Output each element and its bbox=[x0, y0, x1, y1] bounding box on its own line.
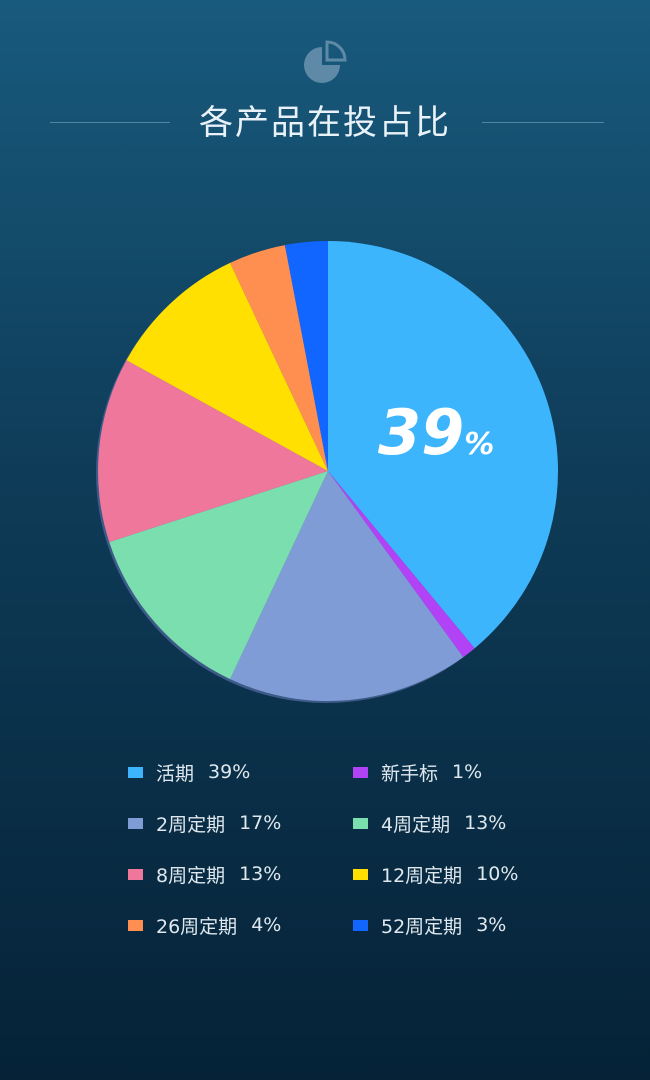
legend-name: 26周定期 bbox=[156, 912, 237, 939]
legend-name: 8周定期 bbox=[156, 861, 225, 888]
legend-item: 8周定期 13% bbox=[128, 852, 281, 896]
legend-value: 10% bbox=[476, 863, 518, 885]
legend-name: 52周定期 bbox=[381, 912, 462, 939]
legend-swatch bbox=[128, 920, 143, 931]
legend-item: 2周定期 17% bbox=[128, 801, 281, 845]
legend-swatch bbox=[353, 920, 368, 931]
title-row: 各产品在投占比 bbox=[0, 98, 650, 148]
legend-item: 26周定期 4% bbox=[128, 903, 281, 947]
legend-item: 新手标 1% bbox=[353, 750, 482, 794]
legend-name: 2周定期 bbox=[156, 810, 225, 837]
page-title: 各产品在投占比 bbox=[0, 98, 650, 148]
legend-item: 12周定期 10% bbox=[353, 852, 518, 896]
legend-swatch bbox=[353, 767, 368, 778]
legend-name: 4周定期 bbox=[381, 810, 450, 837]
legend-swatch bbox=[128, 818, 143, 829]
legend-value: 17% bbox=[239, 812, 281, 834]
legend-item: 52周定期 3% bbox=[353, 903, 506, 947]
legend-name: 活期 bbox=[156, 759, 194, 786]
title-divider-right bbox=[482, 122, 604, 123]
legend-swatch bbox=[353, 818, 368, 829]
legend-value: 3% bbox=[476, 914, 506, 936]
legend-name: 新手标 bbox=[381, 759, 438, 786]
legend-value: 39% bbox=[208, 761, 250, 783]
legend-value: 1% bbox=[452, 761, 482, 783]
legend-value: 13% bbox=[464, 812, 506, 834]
legend-swatch bbox=[128, 767, 143, 778]
legend-item: 活期 39% bbox=[128, 750, 250, 794]
legend-value: 13% bbox=[239, 863, 281, 885]
legend-value: 4% bbox=[251, 914, 281, 936]
legend-swatch bbox=[128, 869, 143, 880]
legend-swatch bbox=[353, 869, 368, 880]
chart-legend: 活期 39% 新手标 1% 2周定期 17% 4周定期 13% 8周定期 13% 12周定期 10% 2… bbox=[0, 750, 650, 960]
pie-chart: 39% bbox=[0, 200, 650, 740]
legend-item: 4周定期 13% bbox=[353, 801, 506, 845]
legend-name: 12周定期 bbox=[381, 861, 462, 888]
pie-chart-icon bbox=[300, 40, 348, 88]
